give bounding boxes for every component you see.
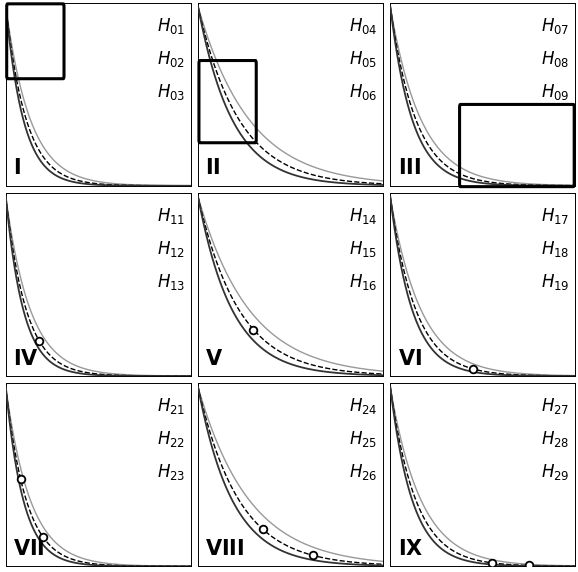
Text: $\mathbf{IX}$: $\mathbf{IX}$ [398, 539, 423, 559]
Text: $\mathit{H_{09}}$: $\mathit{H_{09}}$ [541, 82, 569, 101]
Text: $\mathit{H_{25}}$: $\mathit{H_{25}}$ [349, 429, 377, 449]
Text: $\mathit{H_{13}}$: $\mathit{H_{13}}$ [157, 272, 185, 292]
Text: $\mathit{H_{08}}$: $\mathit{H_{08}}$ [541, 49, 569, 69]
Text: $\mathbf{IV}$: $\mathbf{IV}$ [13, 349, 39, 369]
Text: $\mathit{H_{27}}$: $\mathit{H_{27}}$ [541, 396, 569, 416]
Text: $\mathbf{V}$: $\mathbf{V}$ [205, 349, 224, 369]
Text: $\mathit{H_{02}}$: $\mathit{H_{02}}$ [157, 49, 185, 69]
Text: $\mathit{H_{17}}$: $\mathit{H_{17}}$ [541, 206, 569, 226]
Text: $\mathit{H_{01}}$: $\mathit{H_{01}}$ [157, 15, 185, 35]
Text: $\mathit{H_{04}}$: $\mathit{H_{04}}$ [349, 15, 377, 35]
Text: $\mathit{H_{28}}$: $\mathit{H_{28}}$ [541, 429, 569, 449]
Text: $\mathit{H_{22}}$: $\mathit{H_{22}}$ [157, 429, 185, 449]
Text: $\mathit{H_{19}}$: $\mathit{H_{19}}$ [541, 272, 569, 292]
Text: $\mathit{H_{07}}$: $\mathit{H_{07}}$ [541, 15, 569, 35]
Text: $\mathit{H_{11}}$: $\mathit{H_{11}}$ [157, 206, 185, 226]
Text: $\mathit{H_{06}}$: $\mathit{H_{06}}$ [349, 82, 377, 101]
Text: $\mathit{H_{21}}$: $\mathit{H_{21}}$ [157, 396, 185, 416]
Text: $\mathbf{I}$: $\mathbf{I}$ [13, 158, 21, 178]
Text: $\mathit{H_{23}}$: $\mathit{H_{23}}$ [157, 462, 185, 482]
Text: $\mathit{H_{14}}$: $\mathit{H_{14}}$ [349, 206, 377, 226]
Text: $\mathit{H_{12}}$: $\mathit{H_{12}}$ [157, 239, 185, 259]
Text: $\mathbf{VIII}$: $\mathbf{VIII}$ [205, 539, 245, 559]
Text: $\mathit{H_{05}}$: $\mathit{H_{05}}$ [349, 49, 377, 69]
Text: $\mathit{H_{15}}$: $\mathit{H_{15}}$ [349, 239, 377, 259]
Text: $\mathit{H_{03}}$: $\mathit{H_{03}}$ [157, 82, 185, 101]
Text: $\mathit{H_{24}}$: $\mathit{H_{24}}$ [349, 396, 377, 416]
Text: $\mathbf{III}$: $\mathbf{III}$ [398, 158, 421, 178]
Text: $\mathbf{VII}$: $\mathbf{VII}$ [13, 539, 45, 559]
Text: $\mathit{H_{29}}$: $\mathit{H_{29}}$ [541, 462, 569, 482]
Text: $\mathit{H_{16}}$: $\mathit{H_{16}}$ [349, 272, 377, 292]
Text: $\mathbf{VI}$: $\mathbf{VI}$ [398, 349, 421, 369]
Text: $\mathit{H_{18}}$: $\mathit{H_{18}}$ [541, 239, 569, 259]
Text: $\mathbf{II}$: $\mathbf{II}$ [205, 158, 221, 178]
Text: $\mathit{H_{26}}$: $\mathit{H_{26}}$ [349, 462, 377, 482]
